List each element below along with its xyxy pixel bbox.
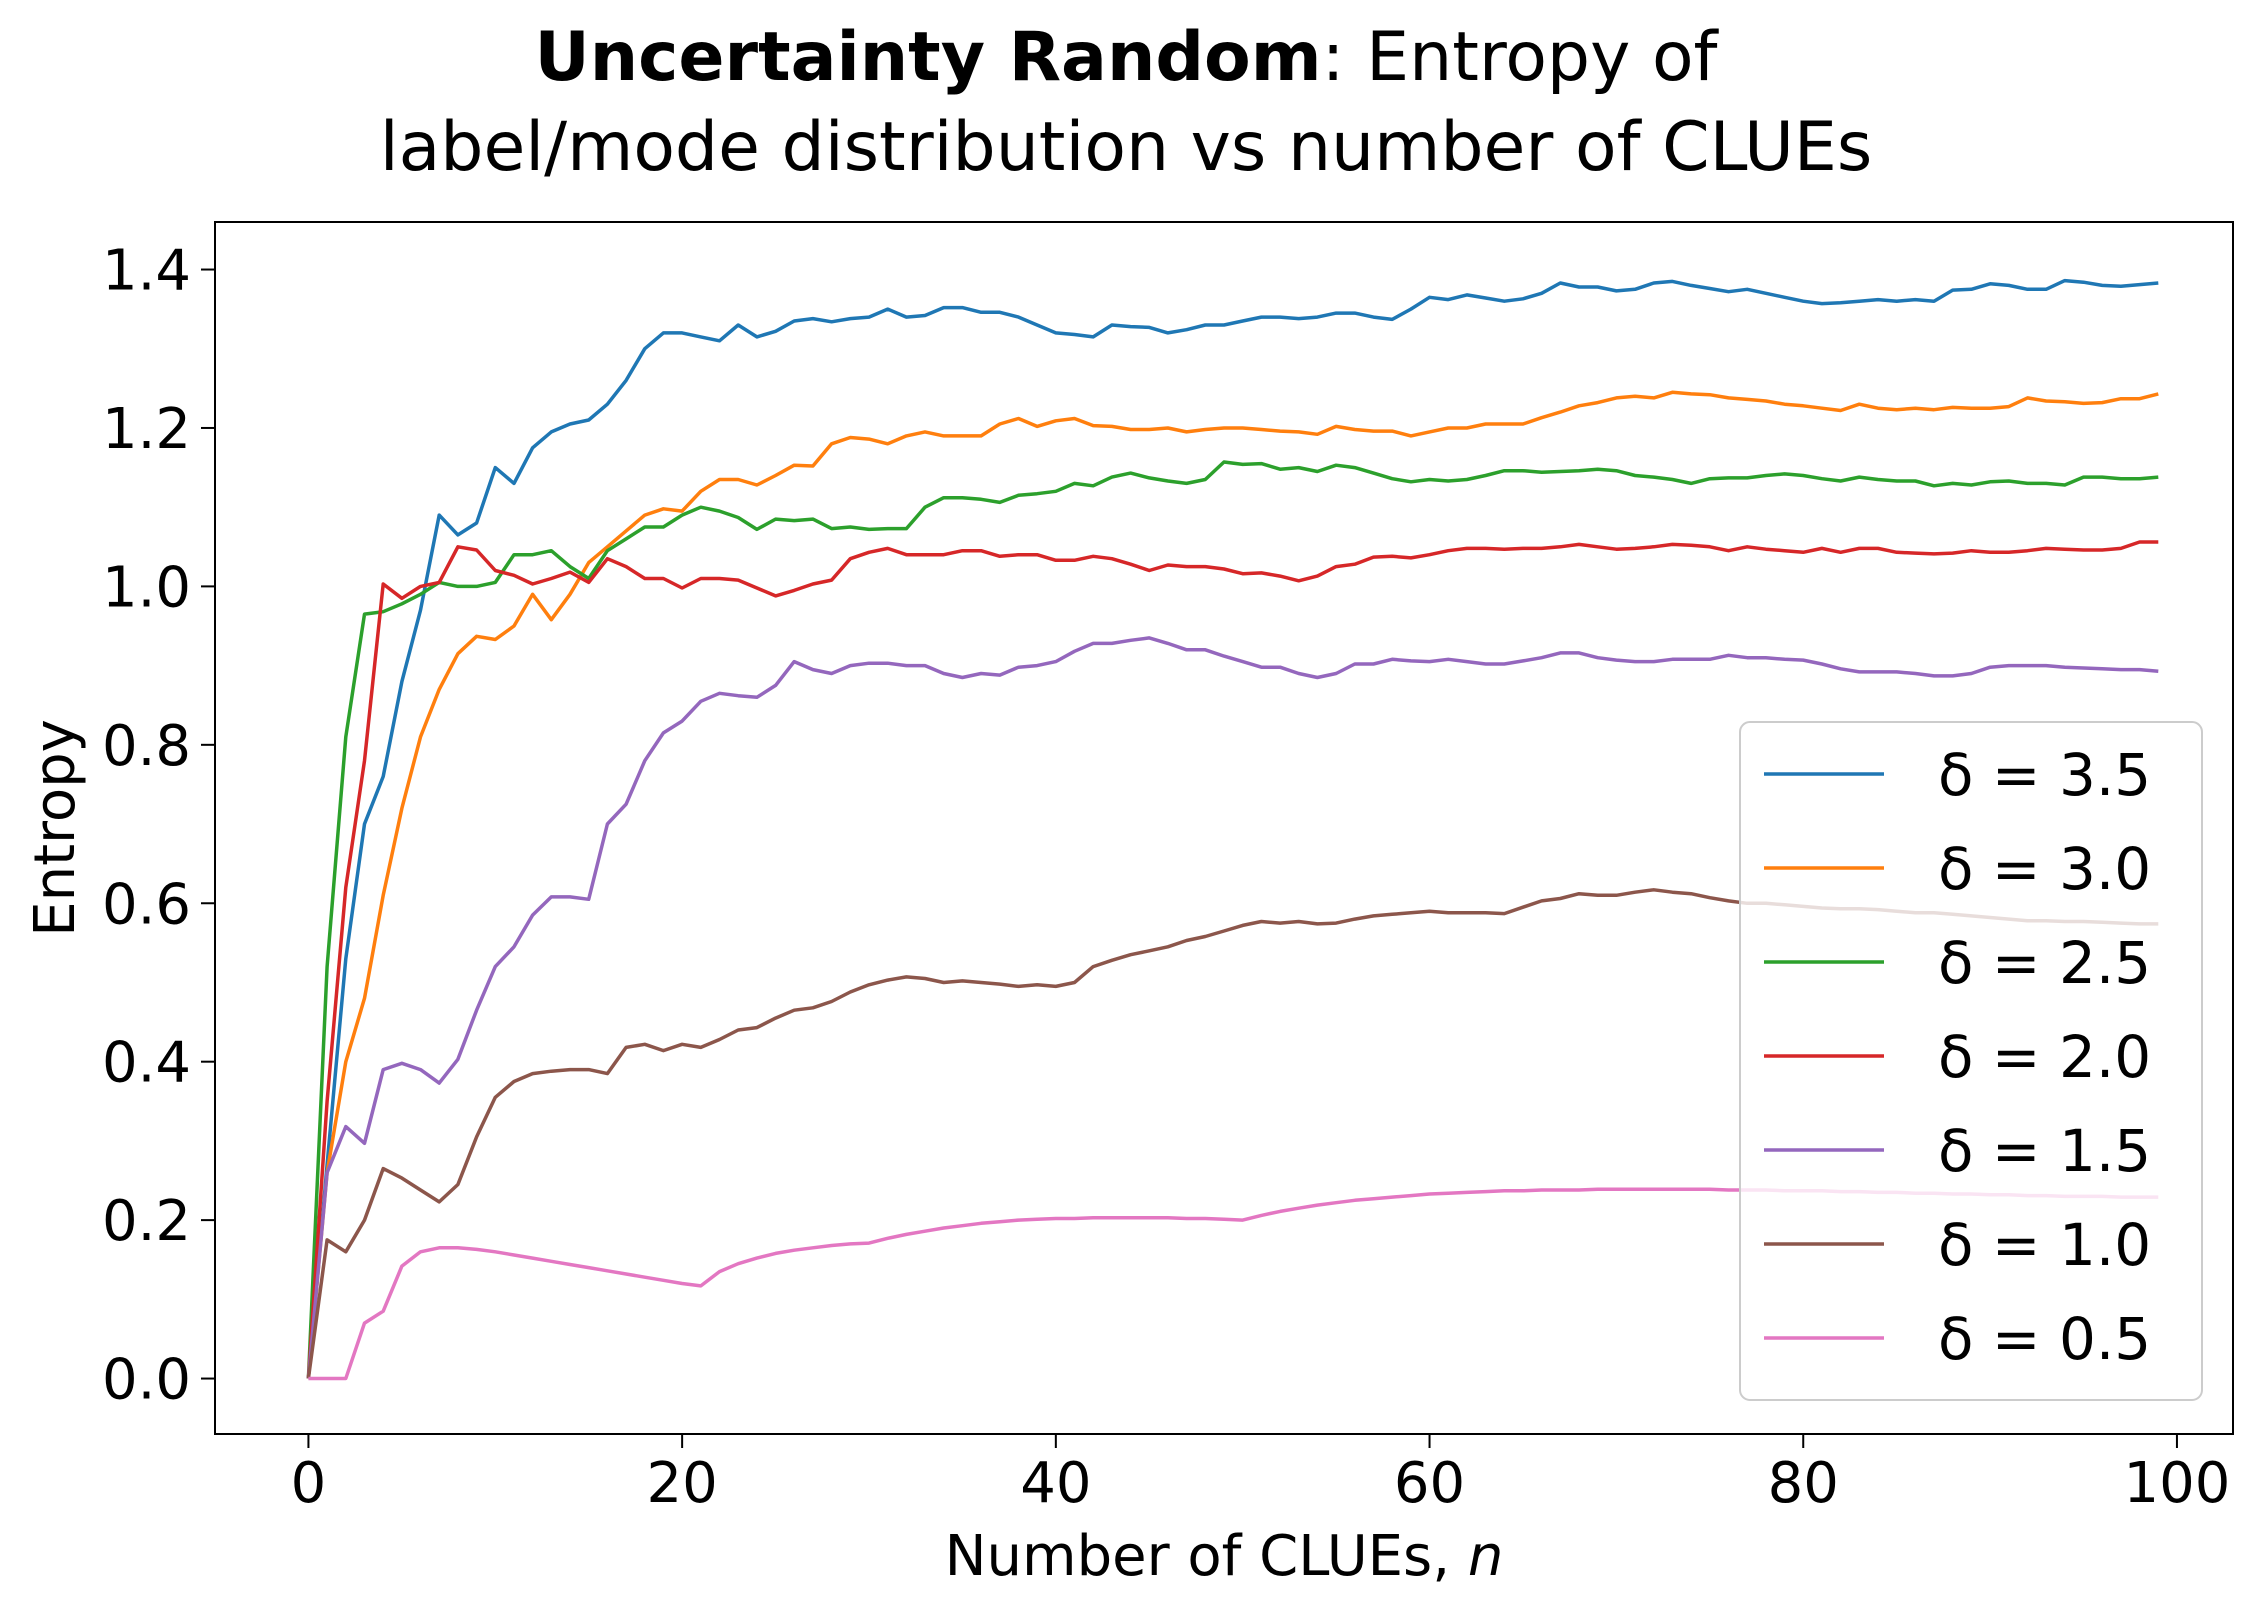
x-tick-label: 0 xyxy=(291,1451,327,1516)
y-tick-label: 1.0 xyxy=(102,555,191,620)
y-tick-label: 0.2 xyxy=(102,1189,191,1254)
chart-title-bold: Uncertainty Random xyxy=(534,18,1321,97)
legend-label: δ = 3.0 xyxy=(1938,835,2151,903)
legend-label: δ = 2.5 xyxy=(1938,929,2151,997)
series-line-4 xyxy=(306,636,2159,1379)
y-tick-label: 0.8 xyxy=(102,714,191,779)
legend-label: δ = 3.5 xyxy=(1938,741,2151,809)
chart-title: Uncertainty Random: Entropy of xyxy=(534,18,1719,97)
chart-title-line2: label/mode distribution vs number of CLU… xyxy=(380,108,1873,187)
tick-layer: 0 20 40 60 80 100 0.0 0.2 0.4 0.6 0.8 1.0 1.2 1.4 xyxy=(102,239,2230,1516)
y-tick-label: 0.0 xyxy=(102,1348,191,1413)
x-tick-label: 20 xyxy=(646,1451,717,1516)
series-line-2 xyxy=(306,460,2159,1379)
x-tick-label: 80 xyxy=(1768,1451,1839,1516)
legend-box xyxy=(1739,721,2203,1401)
series-line-0 xyxy=(306,278,2159,1379)
plot-frame xyxy=(214,221,2234,1435)
x-tick-label: 60 xyxy=(1394,1451,1465,1516)
x-tick-label: 40 xyxy=(1020,1451,1091,1516)
y-tick-label: 1.2 xyxy=(102,397,191,462)
legend-label: δ = 1.5 xyxy=(1938,1117,2151,1185)
y-axis-label: Entropy xyxy=(23,719,88,937)
legend-label: δ = 1.0 xyxy=(1938,1211,2151,1279)
x-axis-label: Number of CLUEs, n xyxy=(945,1524,1504,1589)
y-tick-label: 1.4 xyxy=(102,239,191,304)
legend: δ = 3.5 δ = 3.0 δ = 2.5 δ = 2.0 δ = 1.5 δ = 1… xyxy=(1739,721,2203,1401)
series-line-3 xyxy=(306,540,2159,1379)
legend-label: δ = 2.0 xyxy=(1938,1023,2151,1091)
chart-title-rest: : Entropy of xyxy=(1322,18,1720,97)
x-tick-label: 100 xyxy=(2123,1451,2230,1516)
legend-label: δ = 0.5 xyxy=(1938,1305,2151,1373)
y-tick-label: 0.4 xyxy=(102,1031,191,1096)
x-axis-label-text: Number of CLUEs, xyxy=(945,1524,1468,1589)
y-tick-label: 0.6 xyxy=(102,872,191,937)
x-axis-label-var: n xyxy=(1468,1524,1504,1589)
series-line-1 xyxy=(306,390,2159,1379)
